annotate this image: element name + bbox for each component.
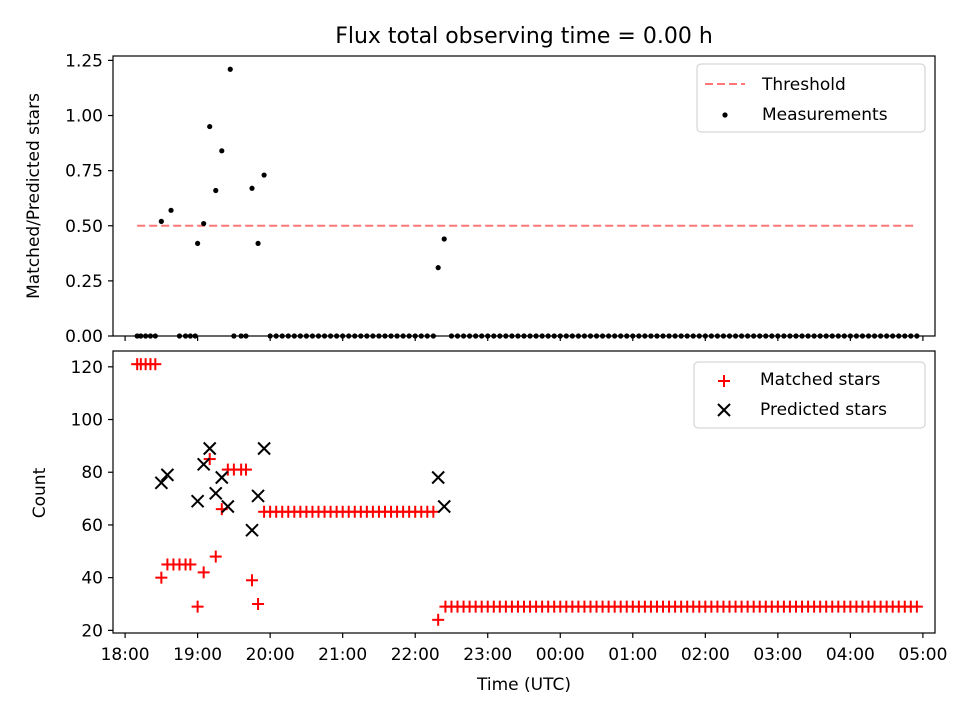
bottom-x-tick-label: 22:00 [391,645,440,665]
bottom-x-tick-label: 05:00 [898,645,947,665]
top-y-axis-label: Matched/Predicted stars [24,93,44,299]
measurement-point [219,148,225,154]
bottom-y-tick-label: 120 [71,358,103,378]
top-panel: 0.00 0.25 0.50 0.75 1.00 1.25 Matched/Predict… [24,51,936,347]
predicted-star-point [160,468,175,482]
top-legend: Threshold Measurements [696,63,926,133]
bottom-y-tick-label: 40 [81,569,103,589]
legend-threshold-label: Threshold [761,75,846,95]
bottom-x-tick-label: 20:00 [246,645,295,665]
matched-star-point [910,600,923,613]
predicted-star-point [154,476,169,490]
matched-star-point [246,574,259,587]
measurement-point [249,185,255,191]
matched-star-point [155,571,168,584]
legend-measurements-label: Measurements [762,105,888,125]
top-x-ticks [124,336,924,341]
measurement-point [435,265,441,271]
predicted-star-point [257,441,271,456]
matched-star-point [427,505,440,518]
bottom-x-ticks: 18:00 19:00 20:00 21:00 22:00 23:00 00:00 01:00… [101,633,947,665]
bottom-x-tick-label: 03:00 [753,645,802,665]
bottom-y-ticks: 20 40 60 80 100 120 [71,358,113,641]
bottom-x-tick-label: 18:00 [101,645,150,665]
predicted-star-point [190,494,205,508]
measurement-point [255,240,261,247]
legend-predicted-label: Predicted stars [760,400,887,420]
legend-measurements-swatch [722,112,728,118]
measurement-point [201,220,207,227]
matched-star-point [432,613,445,626]
measurement-point [213,187,219,194]
legend-matched-label: Matched stars [760,370,880,390]
bottom-x-tick-label: 01:00 [608,645,657,665]
measurement-point [158,218,164,224]
matched-star-point [184,558,197,571]
predicted-star-point [245,523,259,537]
legend-matched-swatch [718,375,730,387]
measurement-point [168,207,174,213]
predicted-star-point [215,470,229,485]
measurement-point [441,236,447,242]
bottom-plot-area [131,358,923,626]
predicted-star-point [431,470,445,485]
predicted-star-point [202,441,217,456]
measurement-point [261,172,267,178]
matched-star-point [149,358,162,371]
bottom-y-tick-label: 80 [81,463,103,483]
top-y-tick-label: 1.25 [65,51,103,71]
bottom-x-tick-label: 00:00 [536,645,585,665]
bottom-y-tick-label: 20 [81,621,103,641]
bottom-x-tick-label: 04:00 [826,645,875,665]
bottom-panel: 20 40 60 80 100 120 18:00 19:00 20:00 21:00 22:00… [30,350,947,695]
matched-star-point [191,600,204,613]
bottom-legend: Matched stars Predicted stars [693,361,926,429]
top-y-tick-label: 1.00 [65,107,103,127]
bottom-axes-frame [112,350,936,634]
predicted-star-point [437,499,451,514]
figure-title: Flux total observing time = 0.00 h [335,24,713,49]
top-y-tick-label: 0.75 [65,162,103,182]
top-legend-box [696,63,926,133]
matched-star-point [209,550,222,563]
measurement-point [195,240,201,247]
bottom-x-tick-label: 21:00 [318,645,367,665]
legend-predicted-swatch [717,403,731,417]
matched-star-point [252,598,265,611]
bottom-x-tick-label: 02:00 [681,645,730,665]
matched-star-point [197,566,210,579]
bottom-y-tick-label: 60 [81,516,103,536]
top-y-tick-label: 0.50 [65,217,103,237]
measurement-point [227,66,233,72]
top-y-tick-label: 0.00 [65,327,103,347]
predicted-star-point [251,489,265,503]
bottom-x-tick-label: 19:00 [173,645,222,665]
predicted-star-point [196,457,211,472]
bottom-x-tick-label: 23:00 [463,645,512,665]
matched-star-point [239,463,252,476]
top-y-ticks: 0.00 0.25 0.50 0.75 1.00 1.25 [65,51,113,347]
measurement-point [207,123,213,130]
predicted-star-point [209,486,223,501]
bottom-x-axis-label: Time (UTC) [476,675,571,695]
bottom-y-axis-label: Count [30,467,50,518]
top-axes-frame [112,55,936,337]
top-y-tick-label: 0.25 [65,272,103,292]
bottom-y-tick-label: 100 [71,411,103,431]
bottom-legend-box [693,361,926,429]
predicted-star-point [221,499,235,514]
